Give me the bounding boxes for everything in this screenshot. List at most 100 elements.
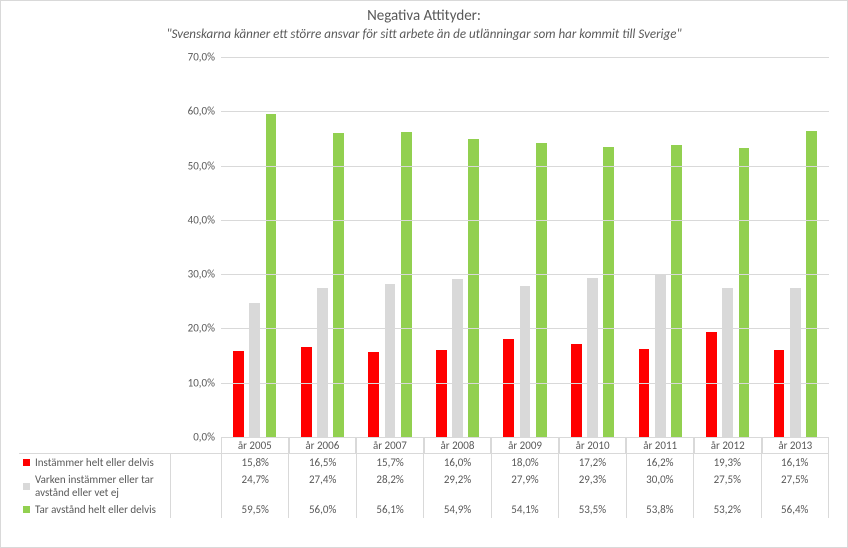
data-cell: 16,2%: [627, 454, 694, 471]
bar: [385, 284, 396, 437]
bar: [503, 339, 514, 437]
bar: [571, 344, 582, 437]
grid-line: [221, 274, 829, 275]
data-table-cells: 59,5%56,0%56,1%54,9%54,1%53,5%53,8%53,2%…: [221, 501, 829, 518]
y-tick-label: 20,0%: [171, 322, 215, 335]
y-tick-label: 10,0%: [171, 376, 215, 389]
y-tick-label: 60,0%: [171, 105, 215, 118]
bar: [452, 279, 463, 438]
x-tick-label: år 2012: [694, 437, 762, 453]
series-name: Instämmer helt eller delvis: [35, 456, 154, 469]
data-cell: 30,0%: [627, 471, 694, 501]
series-legend-label: Tar avstånd helt eller delvis: [19, 501, 171, 518]
bar-group: år 2008: [424, 57, 492, 437]
data-cell: 18,0%: [492, 454, 559, 471]
bar: [639, 349, 650, 437]
plot-area: år 2005år 2006år 2007år 2008år 2009år 20…: [221, 57, 829, 437]
data-cell: 54,9%: [424, 501, 491, 518]
bar: [317, 288, 328, 437]
data-cell: 15,7%: [357, 454, 424, 471]
bar: [790, 288, 801, 437]
data-table-row: Instämmer helt eller delvis 15,8%16,5%15,…: [19, 454, 829, 471]
bar: [401, 132, 412, 437]
data-cell: 16,5%: [289, 454, 356, 471]
x-tick-label: år 2010: [559, 437, 627, 453]
x-tick-label: år 2009: [491, 437, 559, 453]
data-cell: 29,2%: [424, 471, 491, 501]
bar-group: år 2009: [491, 57, 559, 437]
data-cell: 56,0%: [289, 501, 356, 518]
bar-group: år 2013: [762, 57, 830, 437]
bar: [706, 332, 717, 437]
bar-group: år 2005: [221, 57, 289, 437]
series-name: Tar avstånd helt eller delvis: [35, 503, 156, 516]
grid-line: [221, 57, 829, 58]
y-tick-label: 0,0%: [171, 431, 215, 444]
data-cell: 56,1%: [357, 501, 424, 518]
data-cell: 54,1%: [492, 501, 559, 518]
series-legend-label: Varken instämmer eller tar avstånd eller…: [19, 471, 171, 501]
x-tick-label: år 2007: [356, 437, 424, 453]
bar: [520, 286, 531, 437]
bar: [806, 131, 817, 437]
y-tick-label: 30,0%: [171, 268, 215, 281]
data-table: Instämmer helt eller delvis 15,8%16,5%15,…: [19, 453, 829, 518]
legend-swatch: [23, 459, 30, 466]
data-cell: 56,4%: [762, 501, 829, 518]
chart-container: Negativa Attityder: "Svenskarna känner e…: [0, 0, 848, 548]
data-cell: 16,0%: [424, 454, 491, 471]
bar-groups: år 2005år 2006år 2007år 2008år 2009år 20…: [221, 57, 829, 437]
grid-line: [221, 220, 829, 221]
bar: [722, 288, 733, 437]
bar: [536, 143, 547, 437]
grid-line: [221, 437, 829, 438]
data-cell: 29,3%: [559, 471, 626, 501]
bar-group: år 2006: [289, 57, 357, 437]
data-cell: 17,2%: [559, 454, 626, 471]
x-tick-label: år 2013: [762, 437, 830, 453]
legend-swatch: [23, 506, 30, 513]
data-cell: 59,5%: [221, 501, 289, 518]
bar: [655, 274, 666, 437]
data-cell: 24,7%: [221, 471, 289, 501]
bar-group: år 2010: [559, 57, 627, 437]
y-tick-label: 70,0%: [171, 51, 215, 64]
data-cell: 27,9%: [492, 471, 559, 501]
grid-line: [221, 328, 829, 329]
bar: [301, 347, 312, 437]
bar: [603, 147, 614, 437]
series-name: Varken instämmer eller tar avstånd eller…: [35, 473, 166, 499]
chart-title-block: Negativa Attityder: "Svenskarna känner e…: [1, 1, 847, 42]
data-cell: 27,5%: [762, 471, 829, 501]
bar: [266, 114, 277, 437]
x-tick-label: år 2011: [626, 437, 694, 453]
data-cell: 53,5%: [559, 501, 626, 518]
data-cell: 15,8%: [221, 454, 289, 471]
data-table-row: Tar avstånd helt eller delvis59,5%56,0%5…: [19, 501, 829, 518]
data-cell: 53,8%: [627, 501, 694, 518]
x-tick-label: år 2008: [424, 437, 492, 453]
data-cell: 16,1%: [762, 454, 829, 471]
bar: [249, 303, 260, 437]
grid-line: [221, 166, 829, 167]
y-tick-label: 50,0%: [171, 159, 215, 172]
grid-line: [221, 111, 829, 112]
bar: [739, 148, 750, 437]
x-tick-label: år 2005: [221, 437, 289, 453]
data-table-cells: 15,8%16,5%15,7%16,0%18,0%17,2%16,2%19,3%…: [221, 454, 829, 471]
data-table-cells: 24,7%27,4%28,2%29,2%27,9%29,3%30,0%27,5%…: [221, 471, 829, 501]
bar-group: år 2007: [356, 57, 424, 437]
bar: [587, 278, 598, 437]
x-tick-label: år 2006: [289, 437, 357, 453]
plot-wrap: år 2005år 2006år 2007år 2008år 2009år 20…: [171, 57, 829, 437]
legend-swatch: [23, 483, 30, 490]
series-legend-label: Instämmer helt eller delvis: [19, 454, 171, 471]
bar: [774, 350, 785, 437]
bar: [468, 139, 479, 437]
grid-line: [221, 383, 829, 384]
y-tick-label: 40,0%: [171, 213, 215, 226]
bar: [333, 133, 344, 437]
data-cell: 19,3%: [694, 454, 761, 471]
bar: [671, 145, 682, 437]
data-cell: 27,5%: [694, 471, 761, 501]
